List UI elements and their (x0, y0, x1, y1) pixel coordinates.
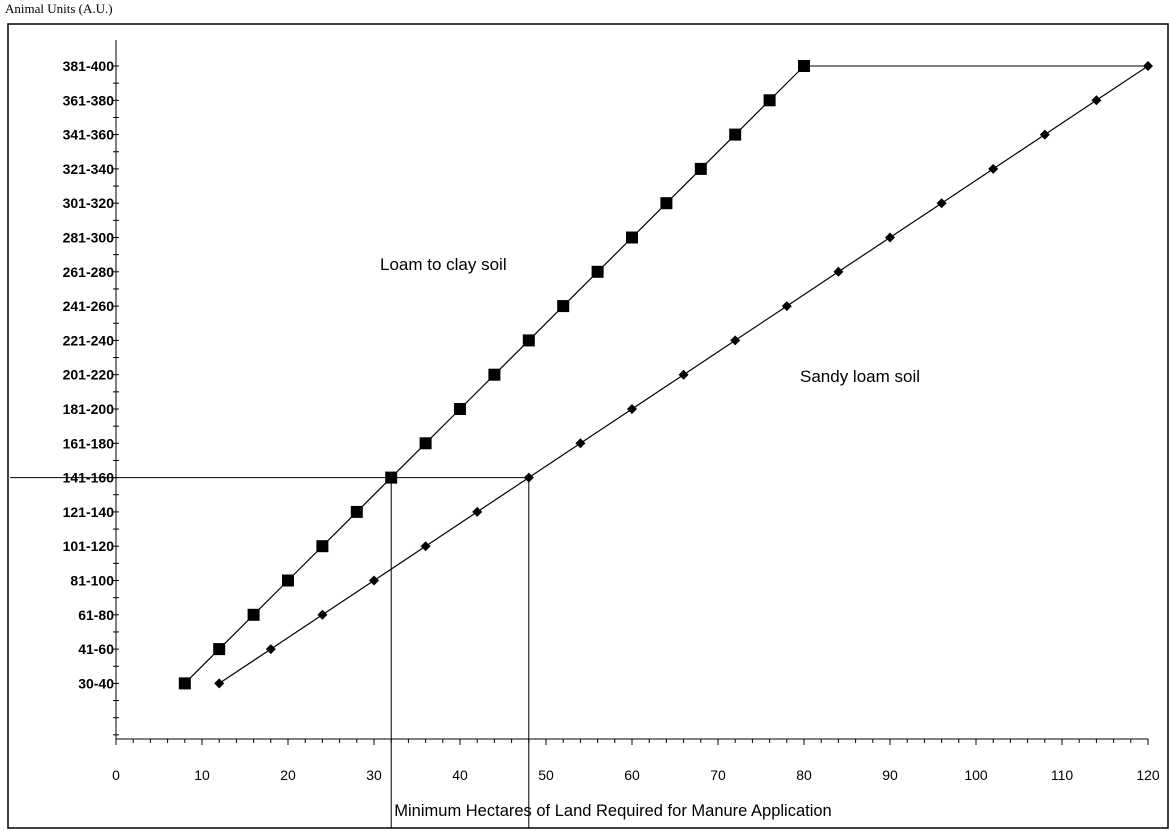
data-point-square (419, 437, 432, 450)
x-tick-label: 40 (452, 767, 468, 783)
y-tick-label: 161-180 (63, 435, 115, 451)
plot-frame (7, 23, 1169, 829)
y-tick-label: 301-320 (63, 195, 115, 211)
data-point-diamond (833, 266, 844, 277)
data-point-diamond (1039, 129, 1050, 140)
y-tick-label: 321-340 (63, 161, 115, 177)
data-point-diamond (988, 163, 999, 174)
data-point-square (213, 643, 226, 656)
data-point-diamond (265, 644, 276, 655)
data-point-diamond (369, 575, 379, 586)
y-tick-label: 41-60 (78, 641, 114, 657)
data-point-diamond (472, 506, 483, 517)
series-markers (178, 60, 1153, 690)
axes (113, 40, 1149, 745)
x-tick-label: 10 (194, 767, 210, 783)
data-point-square (282, 574, 294, 587)
data-point-diamond (781, 301, 792, 312)
y-tick-label: 101-120 (63, 538, 115, 554)
data-point-square (385, 471, 398, 484)
data-point-square (694, 162, 707, 175)
data-point-square (454, 403, 466, 415)
y-tick-label: 61-80 (78, 607, 114, 623)
data-point-diamond (730, 335, 741, 346)
data-point-square (798, 60, 810, 72)
y-tick-label: 281-300 (63, 230, 115, 246)
y-tick-label: 121-140 (63, 504, 115, 520)
x-tick-label: 50 (538, 767, 554, 783)
y-tick-label: 221-240 (63, 332, 115, 348)
x-tick-label: 20 (280, 767, 296, 783)
series-label-loam-to-clay: Loam to clay soil (380, 255, 507, 274)
x-tick-label: 90 (882, 767, 898, 783)
series-lines (184, 65, 1149, 684)
y-tick-label: 381-400 (63, 58, 115, 74)
y-tick-label: 241-260 (63, 298, 115, 314)
data-point-square (316, 540, 329, 553)
data-point-diamond (678, 369, 689, 380)
data-point-square (729, 128, 742, 141)
data-point-diamond (936, 198, 947, 209)
x-tick-label: 70 (710, 767, 726, 783)
x-tick-label: 30 (366, 767, 382, 783)
data-point-diamond (317, 609, 328, 620)
data-point-square (178, 677, 191, 690)
data-point-diamond (523, 472, 534, 483)
data-point-square (763, 94, 776, 107)
data-point-square (591, 265, 604, 278)
data-point-diamond (1091, 95, 1102, 106)
y-tick-label: 141-160 (63, 470, 115, 486)
x-tick-label: 100 (964, 767, 988, 783)
y-axis-title: Animal Units (A.U.) (5, 1, 113, 16)
data-point-square (247, 608, 260, 621)
data-point-square (660, 197, 673, 210)
data-point-diamond (1143, 61, 1153, 71)
y-tick-label: 201-220 (63, 367, 115, 383)
y-tick-label: 81-100 (70, 573, 114, 589)
data-point-square (557, 300, 570, 313)
y-tick-label: 181-200 (63, 401, 115, 417)
data-point-square (488, 368, 501, 381)
reference-lines (10, 65, 1148, 828)
x-tick-label: 80 (796, 767, 812, 783)
data-point-diamond (214, 678, 225, 689)
data-point-square (626, 231, 638, 244)
x-axis-title: Minimum Hectares of Land Required for Ma… (394, 802, 831, 820)
y-tick-label: 361-380 (63, 92, 115, 108)
data-point-diamond (575, 438, 586, 449)
y-tick-label: 341-360 (63, 127, 115, 143)
data-point-square (522, 334, 535, 347)
x-tick-label: 120 (1136, 767, 1160, 783)
y-tick-label: 261-280 (63, 264, 115, 280)
tick-labels: 0 10 20 30 40 50 60 70 80 90 100 110 120 30-40 41-60 61… (63, 58, 1160, 783)
data-point-diamond (627, 404, 637, 414)
data-point-square (350, 505, 363, 518)
data-point-diamond (420, 541, 431, 552)
series-label-sandy-loam: Sandy loam soil (800, 367, 920, 386)
x-tick-label: 110 (1051, 767, 1074, 783)
y-tick-label: 30-40 (78, 675, 114, 691)
x-tick-label: 60 (624, 767, 640, 783)
data-point-diamond (885, 232, 895, 243)
x-tick-label: 0 (112, 767, 120, 783)
